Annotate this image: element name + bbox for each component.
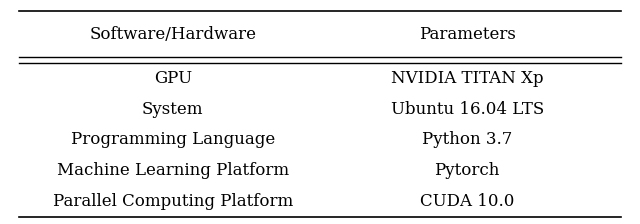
Text: Programming Language: Programming Language — [70, 131, 275, 149]
Text: Pytorch: Pytorch — [435, 162, 500, 179]
Text: Machine Learning Platform: Machine Learning Platform — [57, 162, 289, 179]
Text: System: System — [142, 101, 204, 118]
Text: Parallel Computing Platform: Parallel Computing Platform — [52, 193, 293, 210]
Text: NVIDIA TITAN Xp: NVIDIA TITAN Xp — [391, 70, 543, 87]
Text: Parameters: Parameters — [419, 26, 516, 43]
Text: Software/Hardware: Software/Hardware — [90, 26, 256, 43]
Text: CUDA 10.0: CUDA 10.0 — [420, 193, 515, 210]
Text: GPU: GPU — [154, 70, 192, 87]
Text: Python 3.7: Python 3.7 — [422, 131, 513, 149]
Text: Ubuntu 16.04 LTS: Ubuntu 16.04 LTS — [390, 101, 544, 118]
